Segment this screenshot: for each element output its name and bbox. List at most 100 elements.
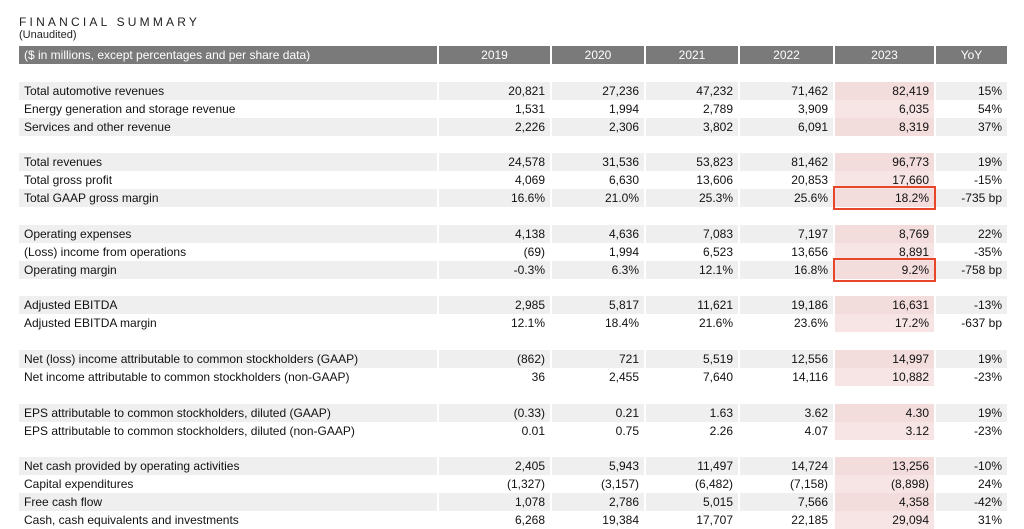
row-label: Services and other revenue — [19, 117, 439, 136]
value-cell-2022: 81,462 — [740, 153, 835, 172]
value-cell-2020: 1,994 — [552, 242, 646, 261]
yoy-cell: 37% — [977, 119, 1002, 134]
table-row: Capital expenditures (1,327) (3,157) (6,482… — [19, 475, 1007, 494]
header-year-2020: 2020 — [552, 46, 646, 64]
header-label: ($ in millions, except percentages and p… — [19, 46, 439, 64]
yoy-cell: -42% — [973, 495, 1002, 510]
value-cell-2019: (1,327) — [439, 475, 552, 494]
value-cell-2020: 27,236 — [552, 81, 646, 100]
value-cell-2022: 4.07 — [740, 421, 835, 440]
value-cell-2019: 36 — [439, 367, 552, 386]
row-label: Free cash flow — [19, 493, 439, 512]
page-title: FINANCIAL SUMMARY — [19, 15, 201, 29]
value-cell-2019: 1,078 — [439, 493, 552, 512]
value-cell-2021: 1.63 — [646, 403, 740, 422]
table-row: EPS attributable to common stockholders,… — [19, 421, 1007, 440]
group-spacer — [19, 386, 1007, 404]
value-cell-2023: 82,419 — [835, 81, 936, 100]
value-cell-2020: 721 — [552, 349, 646, 368]
value-cell-2020: 6.3% — [552, 260, 646, 279]
value-cell-2022: 3.62 — [740, 403, 835, 422]
value-cell-2019: 12.1% — [439, 314, 552, 333]
table-row: Total GAAP gross margin 16.6% 21.0% 25.3% 25… — [19, 189, 1007, 208]
table-row: Total revenues 24,578 31,536 53,823 81,462 96… — [19, 153, 1007, 172]
value-cell-2021: 7,640 — [646, 367, 740, 386]
value-cell-2022: (7,158) — [740, 475, 835, 494]
value-cell-2019: (862) — [439, 349, 552, 368]
value-cell-2023: 18.2% — [835, 189, 936, 208]
yoy-cell: -13% — [973, 298, 1002, 313]
page-subtitle: (Unaudited) — [19, 29, 77, 41]
row-label: Total automotive revenues — [19, 81, 439, 100]
value-cell-2021: 7,083 — [646, 224, 740, 243]
value-cell-2020: 21.0% — [552, 189, 646, 208]
value-cell-2020: 2,455 — [552, 367, 646, 386]
value-cell-2021: (6,482) — [646, 475, 740, 494]
value-cell-2021: 12.1% — [646, 260, 740, 279]
value-cell-2023: 8,319 — [835, 117, 936, 136]
yoy-cell: 19% — [977, 351, 1002, 366]
table-row: Services and other revenue 2,226 2,306 3,80… — [19, 117, 1007, 136]
value-cell-2019: 0.01 — [439, 421, 552, 440]
header-year-2019: 2019 — [439, 46, 552, 64]
table-row: Energy generation and storage revenue 1,5… — [19, 99, 1007, 118]
table-row: Free cash flow 1,078 2,786 5,015 7,566 4,358 -… — [19, 493, 1007, 512]
value-cell-2022: 22,185 — [740, 511, 835, 529]
table-row: Total automotive revenues 20,821 27,236 47,… — [19, 81, 1007, 100]
value-cell-2022: 6,091 — [740, 117, 835, 136]
table-row: Operating expenses 4,138 4,636 7,083 7,197 8,… — [19, 224, 1007, 243]
group-spacer — [19, 440, 1007, 458]
value-cell-2022: 16.8% — [740, 260, 835, 279]
value-cell-2022: 12,556 — [740, 349, 835, 368]
value-cell-2023: 3.12 — [835, 421, 936, 440]
value-cell-2023: 8,891 — [835, 242, 936, 261]
value-cell-2019: (0.33) — [439, 403, 552, 422]
table-row: (Loss) income from operations (69) 1,994 6,… — [19, 242, 1007, 261]
yoy-cell: -758 bp — [961, 262, 1002, 277]
value-cell-2023: 13,256 — [835, 457, 936, 476]
row-label: Adjusted EBITDA — [19, 296, 439, 315]
yoy-cell: -23% — [973, 369, 1002, 384]
value-cell-2022: 3,909 — [740, 99, 835, 118]
value-cell-2021: 2.26 — [646, 421, 740, 440]
header-year-2023: 2023 — [835, 46, 936, 64]
value-cell-2019: 2,405 — [439, 457, 552, 476]
value-cell-2019: 4,138 — [439, 224, 552, 243]
row-label: Operating margin — [19, 260, 439, 279]
value-cell-2020: 0.21 — [552, 403, 646, 422]
table-header-row: ($ in millions, except percentages and p… — [19, 46, 1007, 64]
table-row: Total gross profit 4,069 6,630 13,606 20,853… — [19, 171, 1007, 190]
value-cell-2023: 16,631 — [835, 296, 936, 315]
value-cell-2022: 14,724 — [740, 457, 835, 476]
value-cell-2021: 5,015 — [646, 493, 740, 512]
row-label: Net income attributable to common stockh… — [19, 367, 439, 386]
value-cell-2021: 21.6% — [646, 314, 740, 333]
value-cell-2022: 23.6% — [740, 314, 835, 333]
row-label: Energy generation and storage revenue — [19, 99, 439, 118]
value-cell-2023: 17.2% — [835, 314, 936, 333]
value-cell-2021: 53,823 — [646, 153, 740, 172]
value-cell-2020: 5,817 — [552, 296, 646, 315]
value-cell-2020: (3,157) — [552, 475, 646, 494]
header-year-2021: 2021 — [646, 46, 740, 64]
value-cell-2020: 2,786 — [552, 493, 646, 512]
yoy-cell: 22% — [977, 226, 1002, 241]
value-cell-2019: 24,578 — [439, 153, 552, 172]
value-cell-2020: 4,636 — [552, 224, 646, 243]
table-row: Adjusted EBITDA 2,985 5,817 11,621 19,186 16,… — [19, 296, 1007, 315]
table-row: Adjusted EBITDA margin 12.1% 18.4% 21.6% 23.… — [19, 314, 1007, 333]
row-label: EPS attributable to common stockholders,… — [19, 421, 439, 440]
value-cell-2022: 14,116 — [740, 367, 835, 386]
value-cell-2020: 1,994 — [552, 99, 646, 118]
row-label: Net (loss) income attributable to common… — [19, 349, 439, 368]
value-cell-2019: 2,226 — [439, 117, 552, 136]
table-row: Net income attributable to common stockh… — [19, 367, 1007, 386]
group-spacer — [19, 136, 1007, 154]
yoy-cell: -23% — [973, 423, 1002, 438]
value-cell-2019: 2,985 — [439, 296, 552, 315]
value-cell-2020: 2,306 — [552, 117, 646, 136]
row-label: Total revenues — [19, 153, 439, 172]
value-cell-2019: (69) — [439, 242, 552, 261]
value-cell-2022: 7,566 — [740, 493, 835, 512]
header-year-2022: 2022 — [740, 46, 835, 64]
